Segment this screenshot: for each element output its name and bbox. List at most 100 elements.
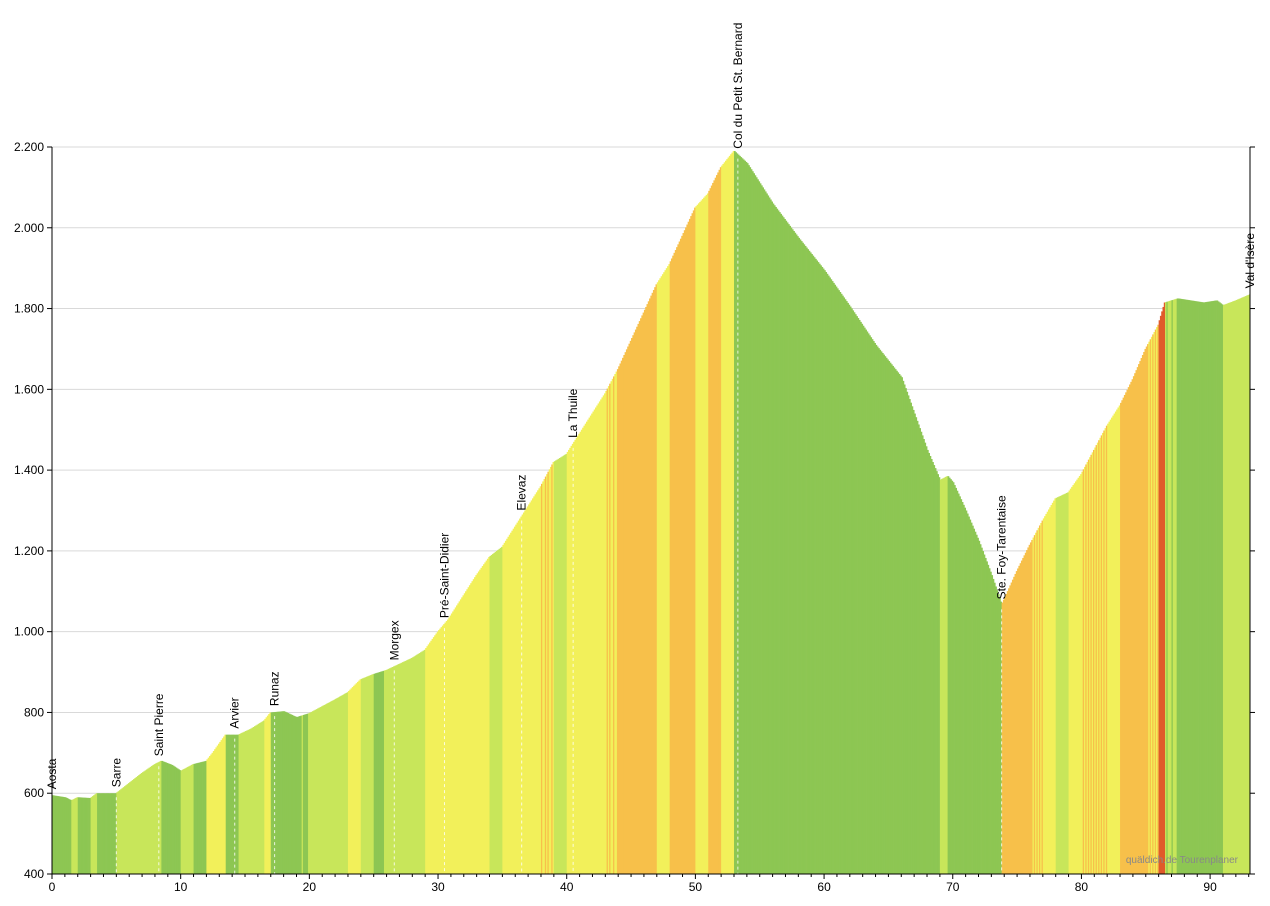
profile-bar — [1216, 300, 1219, 874]
y-tick-label: 400 — [24, 867, 44, 881]
x-tick-label: 30 — [431, 880, 445, 894]
profile-bar — [744, 160, 746, 874]
profile-bar — [368, 675, 371, 874]
profile-bar — [507, 536, 510, 874]
profile-bar — [1037, 527, 1040, 874]
profile-bar — [55, 795, 58, 874]
profile-bar — [502, 544, 505, 874]
profile-bar — [279, 711, 282, 874]
profile-bar — [912, 409, 915, 874]
profile-bar — [441, 625, 444, 874]
profile-bar — [982, 551, 985, 874]
profile-bar — [432, 637, 435, 874]
profile-bar — [960, 499, 963, 874]
profile-bar — [1036, 530, 1039, 874]
profile-bar — [448, 617, 451, 874]
profile-bar — [104, 793, 107, 874]
profile-bar — [111, 793, 113, 874]
profile-bar — [194, 763, 197, 874]
profile-bar — [392, 666, 395, 874]
profile-bar — [251, 727, 254, 874]
profile-bar — [660, 276, 663, 874]
profile-bar — [914, 413, 916, 874]
profile-bar — [820, 265, 822, 874]
profile-bar — [771, 201, 774, 874]
profile-bar — [498, 548, 501, 874]
profile-bar — [790, 227, 793, 875]
profile-bar — [1046, 511, 1049, 874]
profile-bar — [59, 796, 62, 874]
profile-bar — [640, 318, 642, 874]
profile-bar — [1080, 474, 1082, 874]
profile-bar — [1121, 400, 1124, 874]
place-label: Col du Petit St. Bernard — [731, 23, 745, 149]
x-tick-label: 90 — [1203, 880, 1217, 894]
profile-bar — [445, 621, 448, 874]
profile-bar — [613, 376, 615, 874]
profile-bar — [242, 732, 245, 874]
profile-bar — [1010, 582, 1013, 874]
profile-bar — [1084, 466, 1086, 874]
profile-bar — [130, 781, 133, 874]
profile-bar — [208, 756, 211, 874]
profile-bar — [754, 175, 757, 874]
profile-bar — [723, 162, 726, 874]
profile-bar — [329, 701, 332, 874]
profile-bar — [1102, 432, 1104, 874]
profile-bar — [650, 295, 653, 874]
profile-bar — [138, 775, 140, 874]
profile-bar — [143, 771, 146, 874]
profile-bar — [217, 743, 220, 874]
profile-bar — [273, 712, 276, 874]
profile-bar — [963, 504, 965, 874]
profile-bar — [76, 797, 79, 874]
profile-bar — [732, 151, 735, 875]
profile-bar — [1222, 304, 1225, 874]
profile-bar — [691, 213, 694, 874]
profile-bar — [102, 793, 104, 874]
profile-bar — [113, 793, 116, 874]
profile-bar — [336, 698, 339, 874]
profile-bar — [264, 718, 267, 874]
profile-bar — [292, 715, 295, 874]
profile-bar — [824, 270, 826, 874]
profile-bar — [663, 272, 665, 874]
place-label: Val d'Isère — [1243, 233, 1257, 289]
profile-bar — [1129, 384, 1131, 874]
profile-bar — [175, 767, 178, 874]
profile-bar — [515, 524, 517, 874]
profile-bar — [193, 763, 196, 874]
profile-bar — [471, 581, 474, 874]
profile-bar — [1230, 301, 1233, 874]
profile-bar — [77, 797, 80, 874]
profile-bar — [1188, 300, 1190, 875]
profile-bar — [57, 796, 59, 874]
profile-bar — [1143, 351, 1145, 874]
profile-bar — [770, 199, 772, 874]
profile-bar — [622, 357, 624, 875]
profile-bar — [955, 487, 958, 874]
profile-bar — [995, 586, 997, 874]
profile-bar — [665, 268, 668, 875]
profile-bar — [785, 220, 788, 874]
profile-bar — [1127, 387, 1130, 874]
profile-bar — [1162, 306, 1165, 874]
profile-bar — [234, 734, 237, 874]
profile-bar — [152, 765, 155, 874]
profile-bar — [731, 152, 734, 875]
profile-bar — [1018, 565, 1021, 874]
profile-bar — [524, 510, 526, 874]
profile-bar — [93, 795, 95, 874]
profile-bar — [990, 571, 992, 874]
profile-bar — [645, 306, 647, 874]
profile-bar — [1002, 599, 1005, 874]
profile-bar — [1165, 302, 1167, 874]
profile-bar — [333, 699, 336, 874]
profile-bar — [144, 770, 147, 874]
profile-bar — [470, 583, 472, 874]
profile-bar — [142, 772, 144, 874]
profile-bar — [140, 773, 143, 874]
profile-bar — [422, 650, 425, 874]
profile-bar — [629, 340, 632, 874]
profile-bar — [709, 188, 712, 875]
